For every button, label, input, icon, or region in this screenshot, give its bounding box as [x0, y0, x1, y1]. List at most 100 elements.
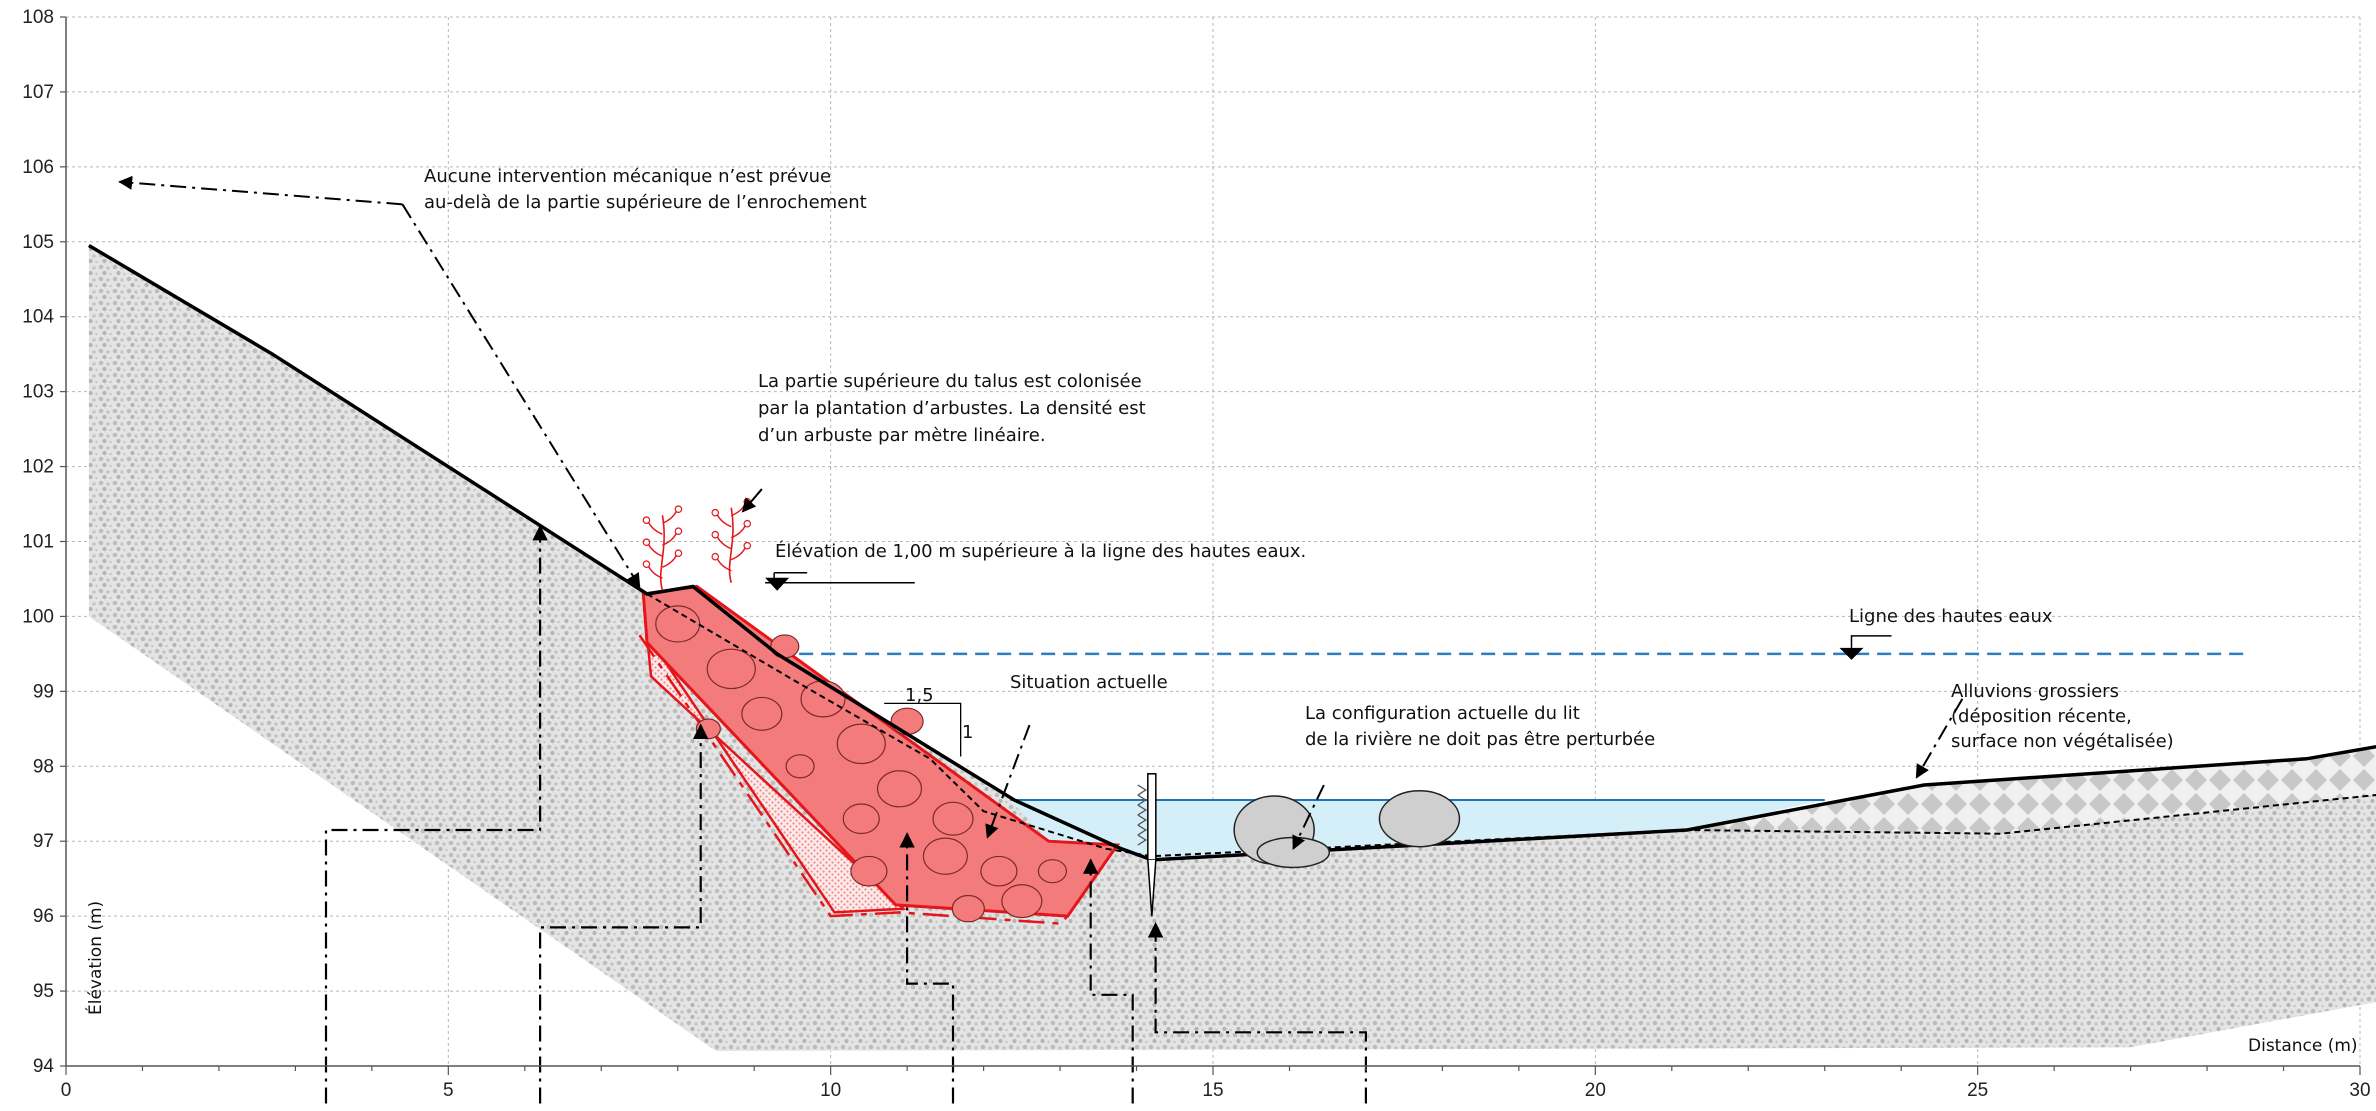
no-intervention-line-2: au-delà de la partie supérieure de l’enr… [424, 192, 867, 213]
leader-shrubs [741, 488, 763, 513]
shrub-leaf [642, 560, 651, 569]
shrub-branch [716, 536, 732, 550]
y-tick-label: 95 [33, 981, 54, 1002]
shrub-leaf [674, 549, 683, 558]
shrub-icon [642, 505, 683, 591]
leader-current-situation [985, 724, 1031, 839]
ground-profile-line [88, 243, 2376, 862]
elevation-note: Élévation de 1,00 m supérieure à la lign… [775, 540, 1306, 562]
riprap-stone [876, 770, 923, 808]
y-tick-label: 107 [22, 82, 54, 103]
leader-alluvions [1915, 698, 1964, 779]
shrub-icons [642, 497, 752, 591]
pile-zigzag [1137, 784, 1148, 796]
leader-bed-config [1292, 784, 1325, 850]
riprap-stone [785, 754, 815, 779]
riprap-stone [980, 855, 1018, 887]
shrub-stem [728, 507, 734, 583]
y-axis-label: Élévation (m) [84, 901, 106, 1015]
y-tick-label: 104 [22, 307, 54, 328]
shrub-branch [647, 521, 663, 535]
x-tick-label: 30 [2349, 1080, 2370, 1101]
x-tick-label: 0 [61, 1080, 72, 1101]
riprap-stone [951, 894, 985, 923]
shrub-leaf [711, 530, 720, 539]
y-tick-label: 108 [22, 7, 54, 28]
pile-zigzag [1137, 794, 1148, 806]
x-tick-label: 5 [443, 1080, 454, 1101]
bed-config-line-1: La configuration actuelle du lit [1305, 703, 1580, 724]
x-axis-label: Distance (m) [2248, 1036, 2358, 1056]
y-tick-label: 100 [22, 606, 54, 627]
shrub-leaf [743, 541, 752, 550]
slope-vertical-label: 1 [962, 722, 973, 743]
y-tick-label: 105 [22, 232, 54, 253]
existing-profile-line [646, 593, 2376, 858]
y-tick-label: 106 [22, 157, 54, 178]
boulders [1233, 789, 1461, 869]
high-water-label: Ligne des hautes eaux [1849, 606, 2053, 627]
y-tick-label: 98 [33, 756, 54, 777]
riprap-stone [850, 855, 888, 887]
current-situation-label: Situation actuelle [1010, 672, 1168, 693]
high-water-triangle [1839, 647, 1864, 660]
slope-triangle [884, 702, 962, 757]
riprap-stone [1001, 884, 1043, 919]
shrub-icon [711, 497, 752, 583]
shrub-leaf [642, 516, 651, 525]
shrubs-note-line-3: d’un arbuste par mètre linéaire. [758, 425, 1046, 446]
y-tick-label: 102 [22, 457, 54, 478]
shrub-branch [662, 510, 678, 524]
high-water-tick [1850, 635, 1892, 648]
pile-zigzag [1137, 814, 1148, 826]
pile-zigzag [1137, 824, 1148, 836]
shrub-leaf [674, 527, 683, 536]
stake-line [899, 832, 955, 1104]
y-tick-label: 96 [33, 906, 54, 927]
stake-line [324, 524, 548, 1104]
shrub-leaf [674, 505, 683, 514]
annotation-leaders [118, 175, 1964, 850]
pile-zigzag [1137, 804, 1148, 816]
riprap-stones [655, 605, 1068, 923]
y-tick-label: 94 [33, 1056, 55, 1077]
leader-no-intervention-b [401, 203, 641, 588]
x-tick-label: 15 [1202, 1080, 1223, 1101]
pile-post [1147, 773, 1157, 861]
alluvions-line-2: (déposition récente, [1951, 706, 2132, 727]
slope-horizontal-label: 1,5 [905, 685, 934, 706]
shrub-leaf [711, 552, 720, 561]
stake-line [1083, 858, 1134, 1104]
riprap-stone [932, 801, 974, 836]
bed-config-line-2: de la rivière ne doit pas être perturbée [1305, 729, 1655, 750]
soil-fill [88, 245, 2376, 1052]
shrub-stem [659, 515, 665, 591]
riprap-stone [836, 723, 886, 765]
y-tick-label: 101 [22, 532, 54, 553]
shrub-branch [662, 532, 678, 546]
riprap-stone [922, 837, 968, 875]
leader-no-intervention-a [118, 175, 403, 206]
riprap-stone [842, 803, 880, 835]
filter-layer [645, 634, 907, 914]
x-tick-label: 10 [820, 1080, 841, 1101]
alluvions-line-1: Alluvions grossiers [1951, 681, 2119, 702]
toe-pile [1137, 773, 1157, 917]
shrub-branch [730, 525, 746, 539]
riprap-stone [1037, 859, 1068, 884]
shrub-branch [647, 565, 663, 579]
pile-tip [1147, 859, 1157, 917]
y-tick-label: 99 [33, 681, 54, 702]
riprap-stone [741, 696, 783, 731]
shrub-branch [662, 554, 678, 568]
x-tick-label: 20 [1585, 1080, 1606, 1101]
shrub-branch [716, 514, 732, 528]
shrub-branch [716, 558, 732, 572]
x-tick-label: 25 [1967, 1080, 1988, 1101]
stake-line [539, 723, 709, 1104]
pile-zigzag [1137, 834, 1148, 846]
riprap-stone [890, 707, 924, 736]
no-intervention-line-1: Aucune intervention mécanique n’est prév… [424, 166, 831, 187]
alluvions-line-3: surface non végétalisée) [1951, 731, 2174, 752]
